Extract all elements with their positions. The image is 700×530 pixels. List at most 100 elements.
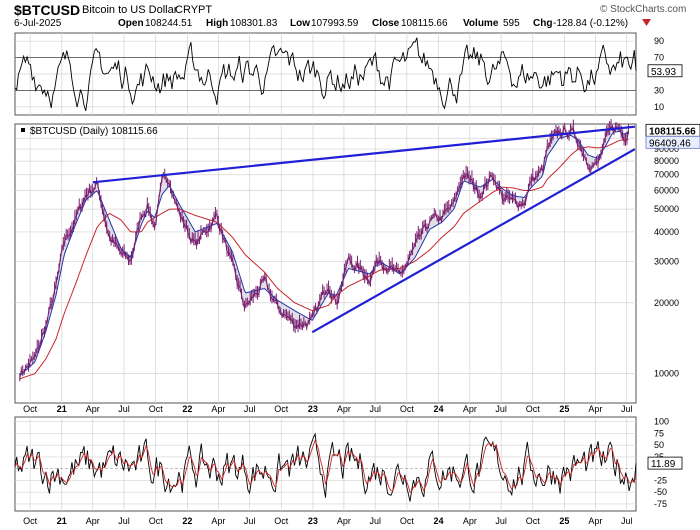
volume-label: Volume bbox=[463, 18, 499, 29]
lower-last-label: 11.89 bbox=[651, 459, 676, 470]
lower-y-tick-label: -50 bbox=[654, 487, 667, 497]
low-value: 107993.59 bbox=[311, 18, 359, 29]
y-tick-label: 40000 bbox=[654, 227, 679, 237]
x-tick-label: Oct bbox=[526, 516, 541, 526]
x-tick-label: Jul bbox=[369, 404, 381, 414]
x-tick-label: Jul bbox=[495, 516, 507, 526]
x-tick-label: Oct bbox=[274, 516, 289, 526]
price-legend: $BTCUSD (Daily) 108115.66 bbox=[21, 126, 158, 137]
x-tick-label: 21 bbox=[57, 516, 67, 526]
x-tick-label: Jul bbox=[118, 404, 130, 414]
x-tick-label: Jul bbox=[244, 516, 256, 526]
x-tick-label: 24 bbox=[434, 404, 444, 414]
x-tick-label: Apr bbox=[86, 516, 100, 526]
x-tick-label: 23 bbox=[308, 516, 318, 526]
symbol-label: $BTCUSD bbox=[14, 2, 80, 18]
high-value: 108301.83 bbox=[230, 18, 278, 29]
x-tick-label: Oct bbox=[526, 404, 541, 414]
y-tick-label: 30000 bbox=[654, 256, 679, 266]
high-label: High bbox=[206, 18, 228, 29]
lower-y-tick-label: 75 bbox=[654, 428, 664, 438]
lower-y-tick-label: -25 bbox=[654, 475, 667, 485]
x-tick-label: Apr bbox=[337, 404, 351, 414]
upper-y-tick-label: 90 bbox=[654, 36, 664, 46]
upper-y-tick-label: 70 bbox=[654, 53, 664, 63]
upper-y-tick-label: 10 bbox=[654, 102, 664, 112]
x-tick-label: Jul bbox=[118, 516, 130, 526]
x-tick-label: 21 bbox=[57, 404, 67, 414]
x-tick-label: Oct bbox=[23, 404, 38, 414]
x-tick-label: Apr bbox=[211, 516, 225, 526]
x-tick-label: Jul bbox=[621, 516, 633, 526]
watermark: © StockCharts.com bbox=[600, 4, 686, 15]
chg-label: Chg bbox=[533, 18, 552, 29]
x-tick-label: Oct bbox=[149, 404, 164, 414]
chart-header: $BTCUSD Bitcoin to US Dollar CRYPT 6-Jul… bbox=[14, 2, 686, 29]
long-moving-average-line bbox=[19, 138, 629, 380]
lower-y-tick-label: 100 bbox=[654, 417, 669, 427]
close-label: Close bbox=[372, 18, 400, 29]
x-tick-label: 22 bbox=[182, 404, 192, 414]
x-tick-label: Jul bbox=[369, 516, 381, 526]
upper-y-tick-label: 30 bbox=[654, 85, 664, 95]
y-tick-label: 90000 bbox=[654, 144, 679, 154]
y-tick-label: 70000 bbox=[654, 170, 679, 180]
ma-value-label: 96409.46 bbox=[649, 138, 691, 149]
date-label: 6-Jul-2025 bbox=[14, 18, 62, 29]
axis-layer: Oct Oct 21 21 Apr Apr Jul Jul Oct Oct 22 22 Apr Apr Ju… bbox=[23, 36, 700, 526]
lower-last-box bbox=[647, 456, 683, 470]
x-tick-label: Apr bbox=[463, 404, 477, 414]
x-tick-label: Apr bbox=[588, 404, 602, 414]
lower-y-tick-label: 50 bbox=[654, 440, 664, 450]
y-tick-label: 50000 bbox=[654, 204, 679, 214]
upper-oscillator-layer bbox=[14, 37, 637, 112]
x-tick-label: 23 bbox=[308, 404, 318, 414]
x-tick-label: Apr bbox=[211, 404, 225, 414]
instrument-name: Bitcoin to US Dollar bbox=[82, 4, 178, 16]
price-layer bbox=[19, 119, 636, 382]
last-price-label: 108115.66 bbox=[649, 126, 696, 137]
upper-last-label: 53.93 bbox=[651, 67, 676, 78]
x-tick-label: Apr bbox=[588, 516, 602, 526]
x-tick-label: Oct bbox=[23, 516, 38, 526]
x-tick-label: 25 bbox=[559, 404, 569, 414]
x-tick-label: 25 bbox=[559, 516, 569, 526]
ma-value-box bbox=[645, 135, 700, 149]
lower-signal-line bbox=[14, 439, 637, 493]
trendline bbox=[92, 125, 636, 184]
x-tick-label: Oct bbox=[400, 516, 415, 526]
y-tick-label: 80000 bbox=[654, 156, 679, 166]
exchange-label: CRYPT bbox=[175, 4, 212, 16]
price-legend-text: $BTCUSD (Daily) 108115.66 bbox=[30, 126, 158, 137]
x-tick-label: Jul bbox=[621, 404, 633, 414]
lower-y-tick-label: -75 bbox=[654, 499, 667, 509]
trendline bbox=[311, 148, 636, 334]
x-tick-label: Jul bbox=[495, 404, 507, 414]
volume-value: 595 bbox=[503, 18, 520, 29]
open-label: Open bbox=[118, 18, 144, 29]
price-line bbox=[19, 124, 629, 379]
y-tick-label: 60000 bbox=[654, 185, 679, 195]
x-tick-label: Oct bbox=[274, 404, 289, 414]
low-label: Low bbox=[290, 18, 310, 29]
chg-value: -128.84 (-0.12%) bbox=[553, 18, 628, 29]
open-value: 108244.51 bbox=[145, 18, 193, 29]
close-value: 108115.66 bbox=[401, 18, 448, 29]
upper-oscillator-line bbox=[14, 37, 637, 112]
x-tick-label: Apr bbox=[337, 516, 351, 526]
y-tick-label: 20000 bbox=[654, 298, 679, 308]
y-tick-label: 10000 bbox=[654, 369, 679, 379]
lower-oscillator-line bbox=[14, 432, 637, 502]
x-tick-label: Oct bbox=[149, 516, 164, 526]
lower-oscillator-layer bbox=[14, 432, 637, 502]
x-tick-label: Jul bbox=[244, 404, 256, 414]
x-tick-label: Apr bbox=[86, 404, 100, 414]
down-arrow-icon bbox=[642, 19, 651, 26]
x-tick-label: 24 bbox=[434, 516, 444, 526]
upper-last-box bbox=[647, 64, 683, 78]
x-tick-label: Apr bbox=[463, 516, 477, 526]
x-tick-label: Oct bbox=[400, 404, 415, 414]
x-tick-label: 22 bbox=[182, 516, 192, 526]
legend-swatch bbox=[21, 128, 25, 132]
